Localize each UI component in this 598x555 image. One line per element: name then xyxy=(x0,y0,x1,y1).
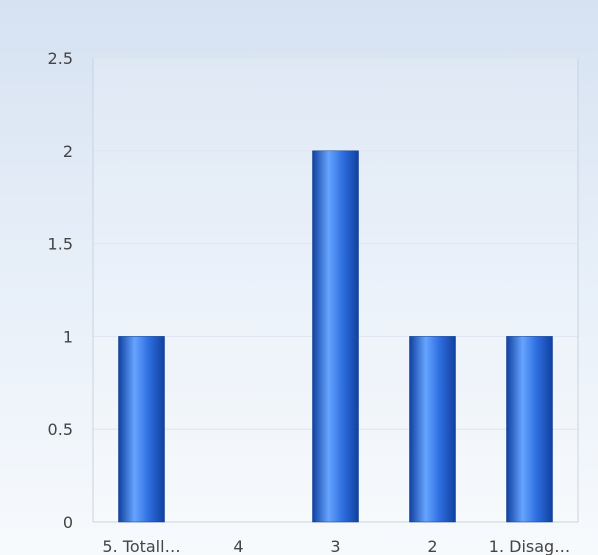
y-tick-label: 2 xyxy=(63,142,73,161)
bar-4 xyxy=(506,336,553,523)
x-tick-label: 5. Totall… xyxy=(102,537,180,555)
y-tick-label: 0.5 xyxy=(48,420,73,439)
y-tick-label: 0 xyxy=(63,513,73,532)
y-tick-label: 1.5 xyxy=(48,235,73,254)
plot-area: 0 0.5 1 1.5 2 2.5 5. Totall… 4 3 2 1. Disag… xyxy=(48,49,579,555)
x-tick-label: 4 xyxy=(233,537,243,555)
bar-2 xyxy=(312,150,359,523)
x-tick-label: 2 xyxy=(427,537,437,555)
bar-3 xyxy=(409,336,456,523)
y-tick-label: 1 xyxy=(63,327,73,346)
y-tick-label: 2.5 xyxy=(48,49,73,68)
x-tick-label: 3 xyxy=(330,537,340,555)
x-tick-label: 1. Disag… xyxy=(489,537,570,555)
bar-0 xyxy=(118,336,165,523)
